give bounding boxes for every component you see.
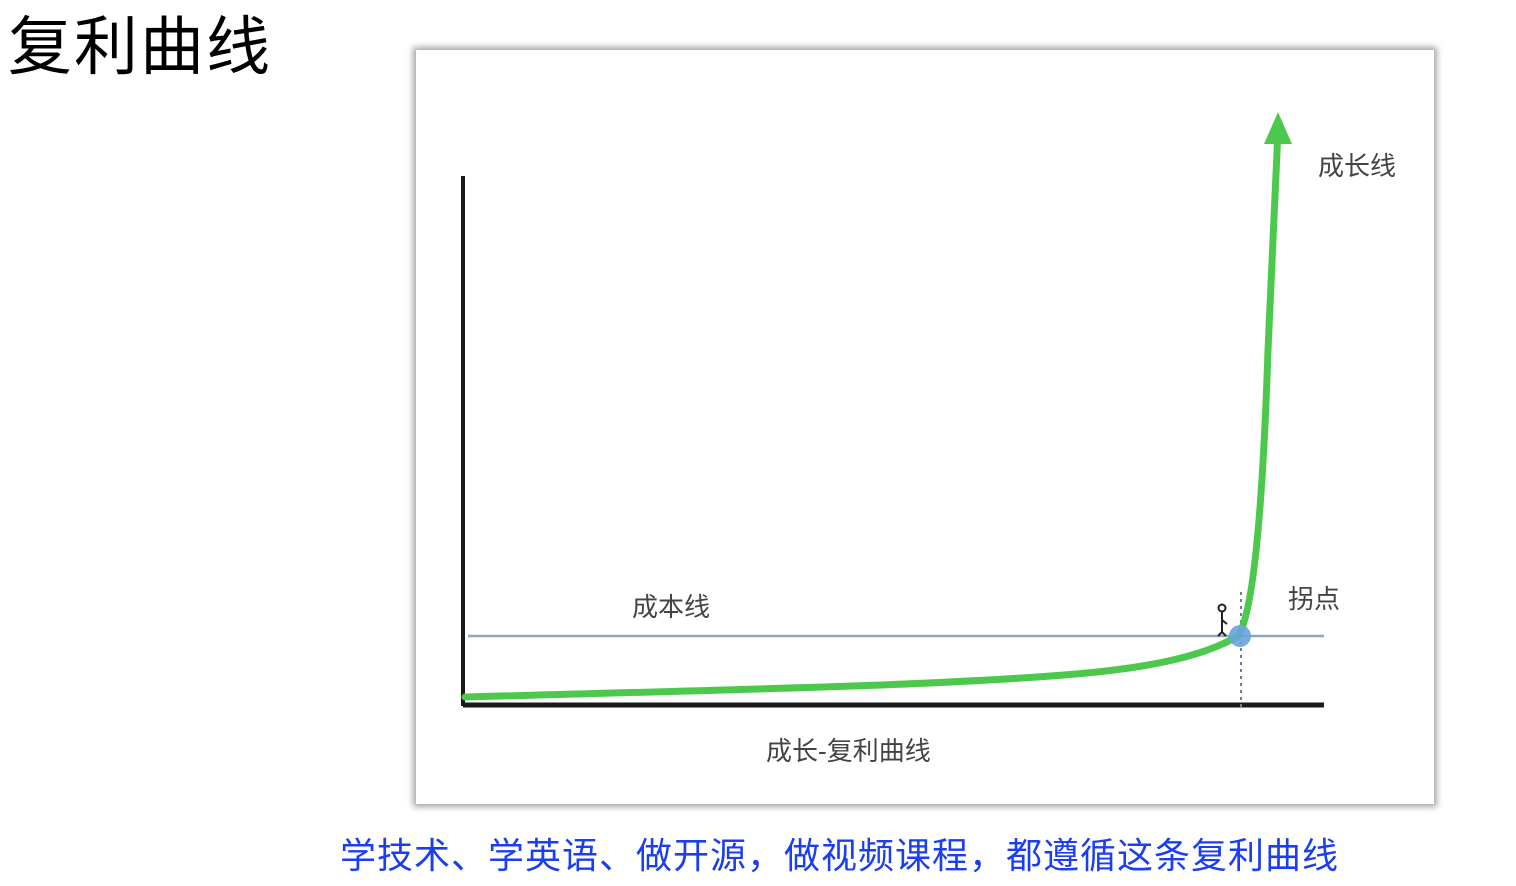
caption: 学技术、学英语、做开源，做视频课程，都遵循这条复利曲线 [340,836,1340,877]
inflection-label: 拐点 [1288,585,1340,615]
cost-line-label: 成本线 [632,593,710,623]
diagram-figure: 成长线 成本线 拐点 成长-复利曲线 [416,50,1434,804]
growth-arrow-head [1264,112,1292,144]
growth-diagram-svg: 成长线 成本线 拐点 成长-复利曲线 [461,112,1396,767]
person-with-flag-icon [1217,603,1228,637]
bottom-label: 成长-复利曲线 [766,737,931,767]
growth-curve [461,126,1282,701]
page-title: 复利曲线 [8,11,272,85]
growth-line-label: 成长线 [1318,152,1396,182]
inflection-dot [1229,625,1251,647]
